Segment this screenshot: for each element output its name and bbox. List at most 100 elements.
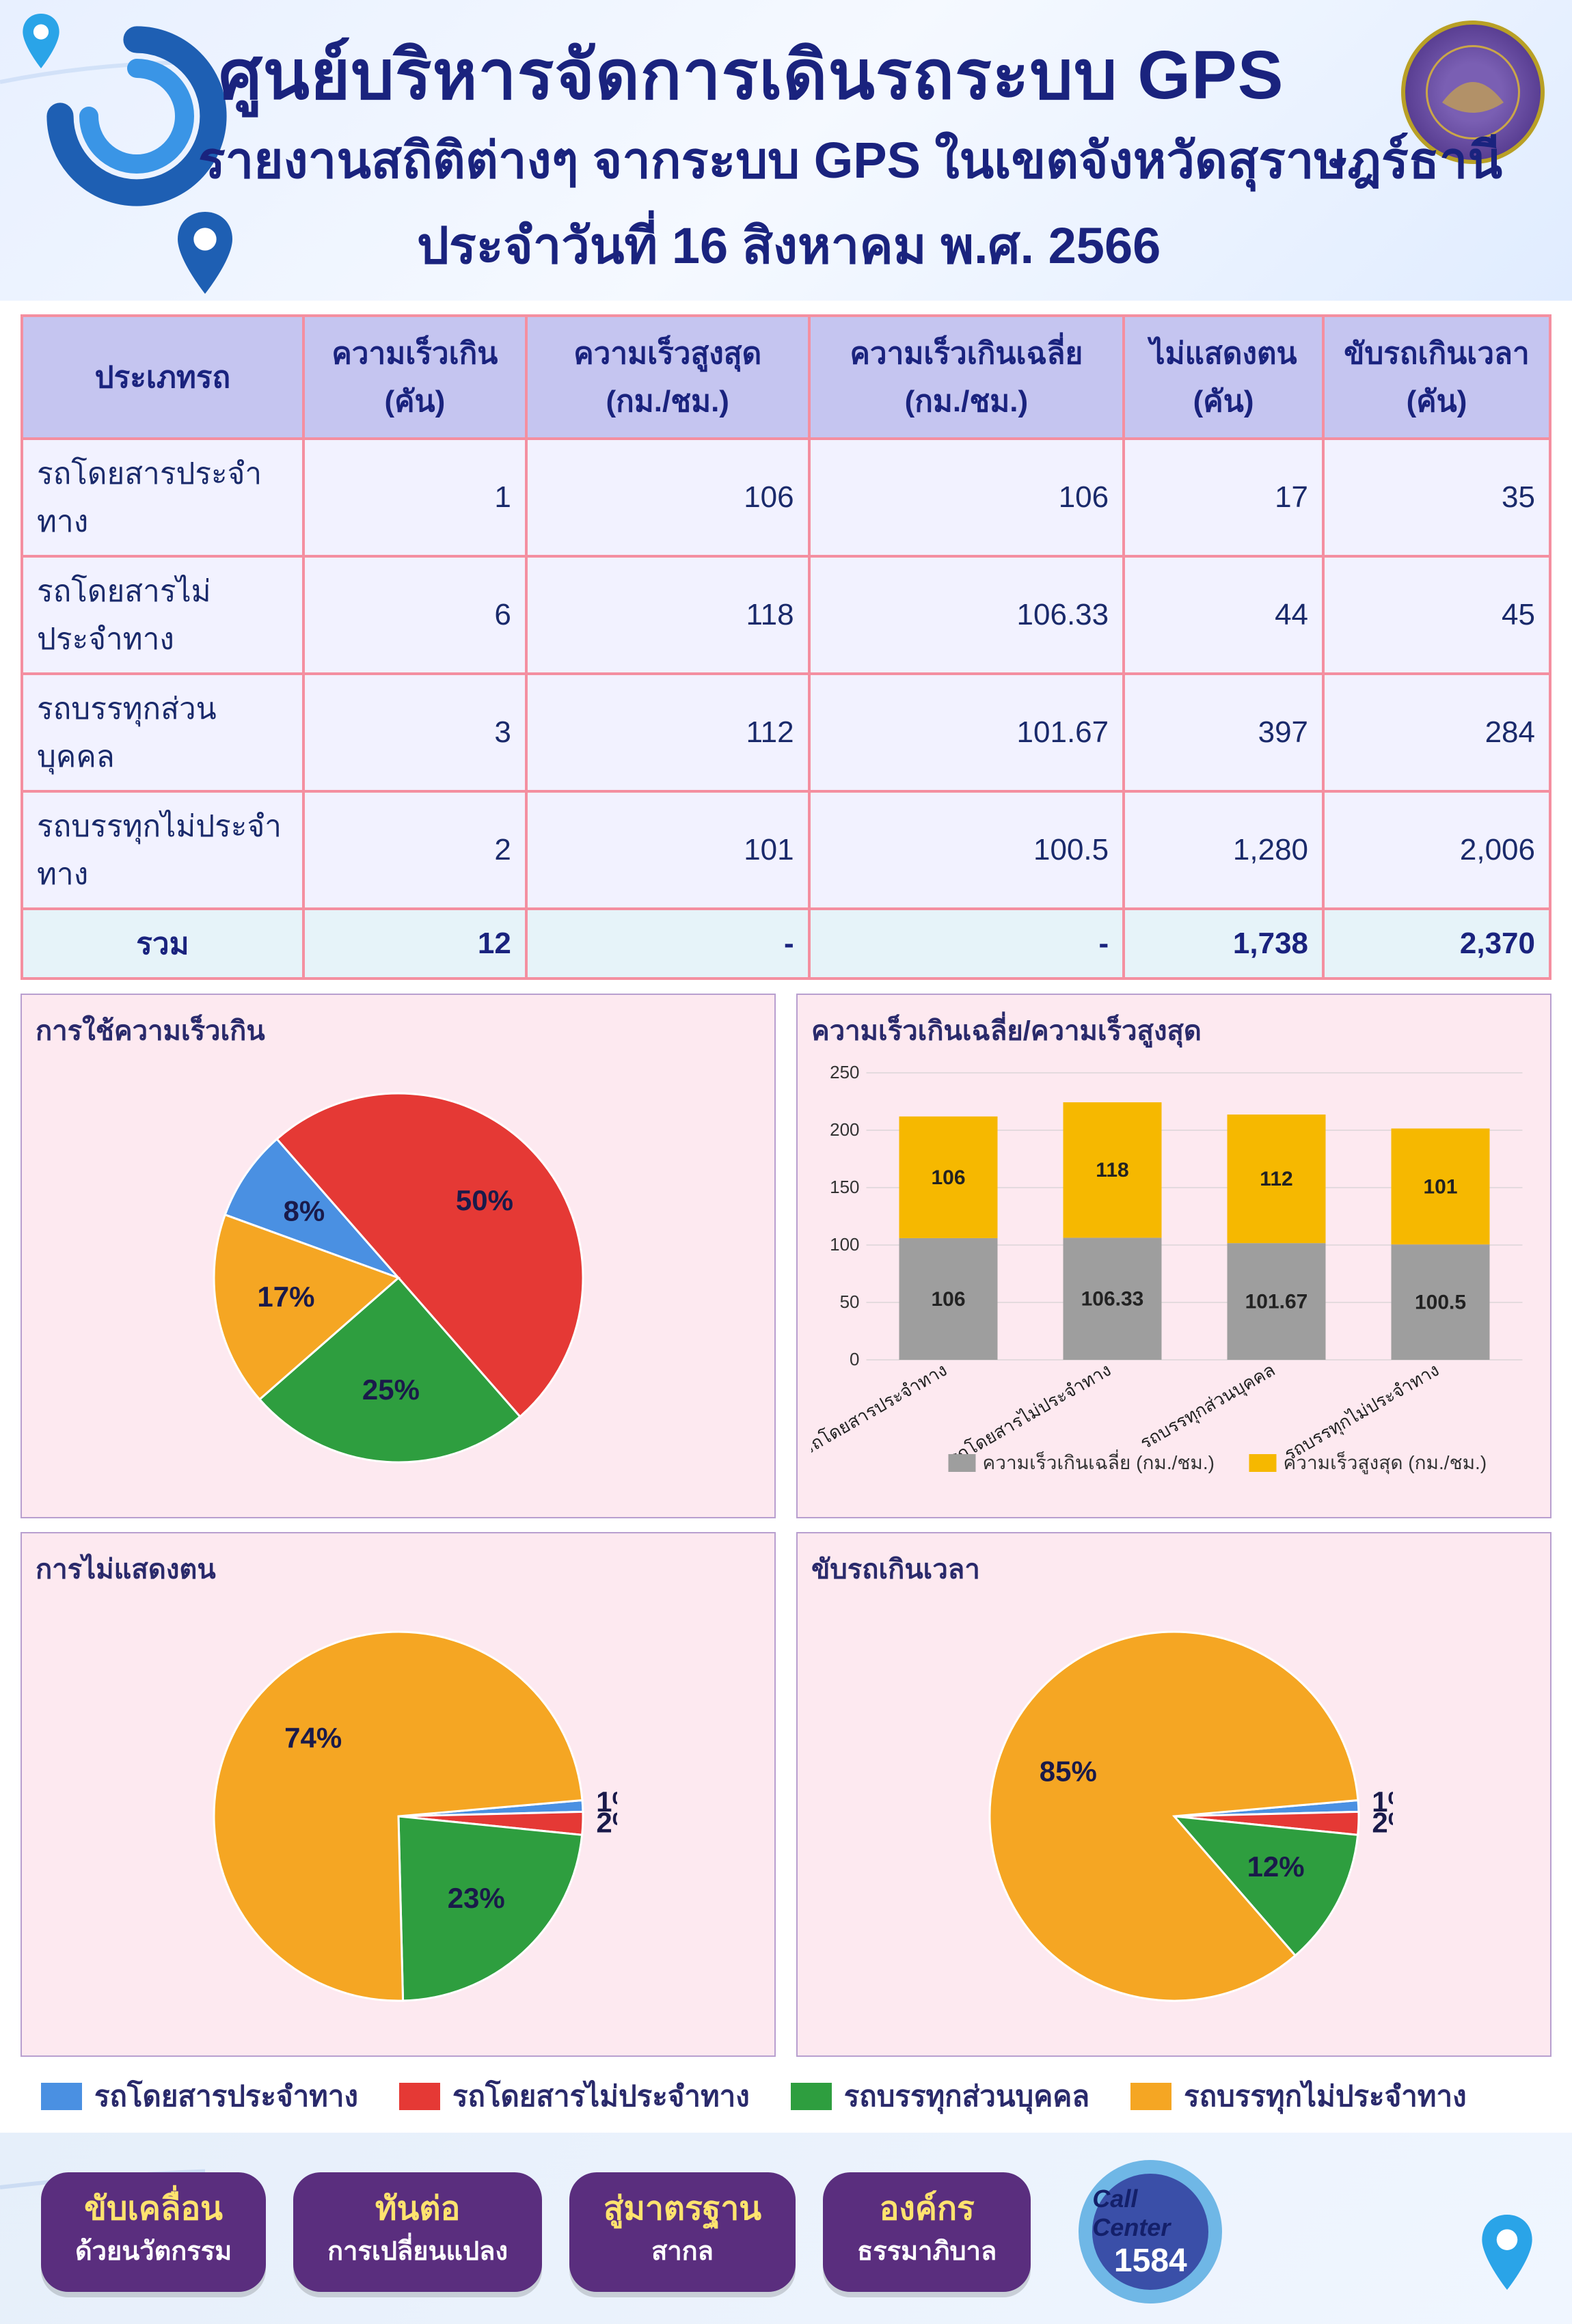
table-header: ความเร็วเกินเฉลี่ย (กม./ชม.) xyxy=(809,316,1124,439)
table-cell: 12 xyxy=(303,909,526,979)
table-cell: 2,370 xyxy=(1323,909,1550,979)
table-header: ความเร็วสูงสุด (กม./ชม.) xyxy=(526,316,809,439)
bar-value-label: 112 xyxy=(1260,1168,1292,1190)
table-header: ความเร็วเกิน (คัน) xyxy=(303,316,526,439)
footer-pill: สู่มาตรฐานสากล xyxy=(569,2172,796,2292)
pill-line-2: สากล xyxy=(604,2230,761,2271)
table-total-row: รวม12--1,7382,370 xyxy=(22,909,1550,979)
ytick-label: 50 xyxy=(840,1291,860,1312)
bar-category-label: รถบรรทุกส่วนบุคคล xyxy=(1137,1359,1279,1453)
pill-line-2: การเปลี่ยนแปลง xyxy=(327,2230,508,2271)
pill-row: ขับเคลื่อนด้วยนวัตกรรม ทันต่อการเปลี่ยนแป… xyxy=(41,2160,1256,2304)
legend-swatch xyxy=(1249,1454,1277,1472)
table-cell: 284 xyxy=(1323,674,1550,791)
table-row: รถโดยสารไม่ประจำทาง6118106.334445 xyxy=(22,556,1550,674)
bar-speed-chart: 050100150200250106106รถโดยสารประจำทาง106… xyxy=(811,1059,1536,1496)
legend-swatch xyxy=(949,1454,976,1472)
data-table-wrap: ประเภทรถความเร็วเกิน (คัน)ความเร็วสูงสุด… xyxy=(21,314,1551,980)
table-cell: รถโดยสารประจำทาง xyxy=(22,439,303,556)
footer-pill: องค์กรธรรมาภิบาล xyxy=(823,2172,1031,2292)
charts-row-2: การไม่แสดงตน 1%2%23%74% ขับรถเกินเวลา 1%… xyxy=(21,1532,1551,2057)
table-cell: 1,280 xyxy=(1124,791,1323,909)
panel-pie-speed: การใช้ความเร็วเกิน 8%50%25%17% xyxy=(21,994,776,1518)
callcenter-label: Call Center xyxy=(1092,2185,1208,2242)
legend-label: รถบรรทุกส่วนบุคคล xyxy=(844,2074,1089,2119)
callcenter-ring: Call Center1584 xyxy=(1079,2160,1222,2304)
footer-band: ขับเคลื่อนด้วยนวัตกรรม ทันต่อการเปลี่ยนแป… xyxy=(0,2133,1572,2324)
panel-title: ขับรถเกินเวลา xyxy=(811,1547,1536,1591)
table-cell: 118 xyxy=(526,556,809,674)
table-cell: 6 xyxy=(303,556,526,674)
table-cell: รถบรรทุกส่วนบุคคล xyxy=(22,674,303,791)
callcenter-number: 1584 xyxy=(1114,2242,1187,2280)
panel-title: การใช้ความเร็วเกิน xyxy=(36,1009,761,1052)
pie-label: 25% xyxy=(362,1373,419,1406)
charts-row-1: การใช้ความเร็วเกิน 8%50%25%17% ความเร็วเ… xyxy=(21,994,1551,1518)
table-cell: 1 xyxy=(303,439,526,556)
pie-noident-chart: 1%2%23%74% xyxy=(180,1598,617,2035)
page-title: ศูนย์บริหารจัดการเดินรถระบบ GPS xyxy=(219,20,1284,129)
bar-value-label: 101.67 xyxy=(1245,1291,1308,1313)
panel-title: การไม่แสดงตน xyxy=(36,1547,761,1591)
table-cell: 1,738 xyxy=(1124,909,1323,979)
pie-speed-chart: 8%50%25%17% xyxy=(180,1059,617,1496)
bar-value-label: 106.33 xyxy=(1081,1288,1144,1311)
table-cell: - xyxy=(809,909,1124,979)
table-cell: 106 xyxy=(526,439,809,556)
legend-label: รถบรรทุกไม่ประจำทาง xyxy=(1184,2074,1466,2119)
table-header: ประเภทรถ xyxy=(22,316,303,439)
pill-line-1: องค์กร xyxy=(857,2193,997,2226)
pie-label: 23% xyxy=(447,1882,504,1914)
pill-line-1: ขับเคลื่อน xyxy=(75,2193,232,2226)
bar-value-label: 118 xyxy=(1096,1159,1128,1181)
table-cell: รถโดยสารไม่ประจำทาง xyxy=(22,556,303,674)
table-cell: 397 xyxy=(1124,674,1323,791)
bar-value-label: 100.5 xyxy=(1415,1291,1466,1314)
table-row: รถโดยสารประจำทาง11061061735 xyxy=(22,439,1550,556)
legend-swatch xyxy=(399,2083,440,2110)
bar-category-label: รถบรรทุกไม่ประจำทาง xyxy=(1281,1359,1443,1465)
pie-label: 85% xyxy=(1039,1755,1096,1787)
pie-label: 2% xyxy=(596,1806,617,1838)
bar-value-label: 101 xyxy=(1423,1175,1457,1198)
legend-item: รถโดยสารไม่ประจำทาง xyxy=(399,2074,750,2119)
legend-label: ความเร็วสูงสุด (กม./ชม.) xyxy=(1284,1451,1487,1475)
legend-strip: รถโดยสารประจำทาง รถโดยสารไม่ประจำทาง รถบรร… xyxy=(41,2074,1531,2119)
pill-line-1: ทันต่อ xyxy=(327,2193,508,2226)
pill-line-2: ด้วยนวัตกรรม xyxy=(75,2230,232,2271)
table-cell: 106 xyxy=(809,439,1124,556)
table-cell: 101.67 xyxy=(809,674,1124,791)
table-cell: รถบรรทุกไม่ประจำทาง xyxy=(22,791,303,909)
table-cell: 35 xyxy=(1323,439,1550,556)
data-table: ประเภทรถความเร็วเกิน (คัน)ความเร็วสูงสุด… xyxy=(21,314,1551,980)
legend-item: รถโดยสารประจำทาง xyxy=(41,2074,358,2119)
ytick-label: 150 xyxy=(830,1177,859,1197)
table-row: รถบรรทุกส่วนบุคคล3112101.67397284 xyxy=(22,674,1550,791)
pie-label: 17% xyxy=(257,1281,314,1313)
table-header: ไม่แสดงตน (คัน) xyxy=(1124,316,1323,439)
pie-label: 50% xyxy=(455,1184,513,1216)
legend-label: ความเร็วเกินเฉลี่ย (กม./ชม.) xyxy=(983,1449,1215,1473)
legend-swatch xyxy=(1130,2083,1171,2110)
table-cell: 44 xyxy=(1124,556,1323,674)
panel-pie-overtime: ขับรถเกินเวลา 1%2%12%85% xyxy=(796,1532,1551,2057)
table-cell: 112 xyxy=(526,674,809,791)
ytick-label: 200 xyxy=(830,1119,859,1140)
pill-line-2: ธรรมาภิบาล xyxy=(857,2230,997,2271)
ytick-label: 0 xyxy=(850,1349,859,1369)
pie-label: 2% xyxy=(1372,1806,1393,1838)
table-cell: รวม xyxy=(22,909,303,979)
panel-bar-speed: ความเร็วเกินเฉลี่ย/ความเร็วสูงสุด 050100… xyxy=(796,994,1551,1518)
table-cell: 101 xyxy=(526,791,809,909)
table-cell: 106.33 xyxy=(809,556,1124,674)
legend-swatch xyxy=(791,2083,832,2110)
subtitle-line-1: รายงานสถิติต่างๆ จากระบบ GPS ในเขตจังหวั… xyxy=(198,120,1502,200)
map-pin-icon xyxy=(164,212,246,294)
callcenter-badge: Call Center1584 xyxy=(1058,2160,1256,2304)
legend-label: รถโดยสารประจำทาง xyxy=(94,2074,358,2119)
pill-line-1: สู่มาตรฐาน xyxy=(604,2193,761,2226)
legend-swatch xyxy=(41,2083,82,2110)
pie-label: 12% xyxy=(1247,1850,1304,1883)
table-cell: 17 xyxy=(1124,439,1323,556)
ytick-label: 250 xyxy=(830,1062,859,1082)
